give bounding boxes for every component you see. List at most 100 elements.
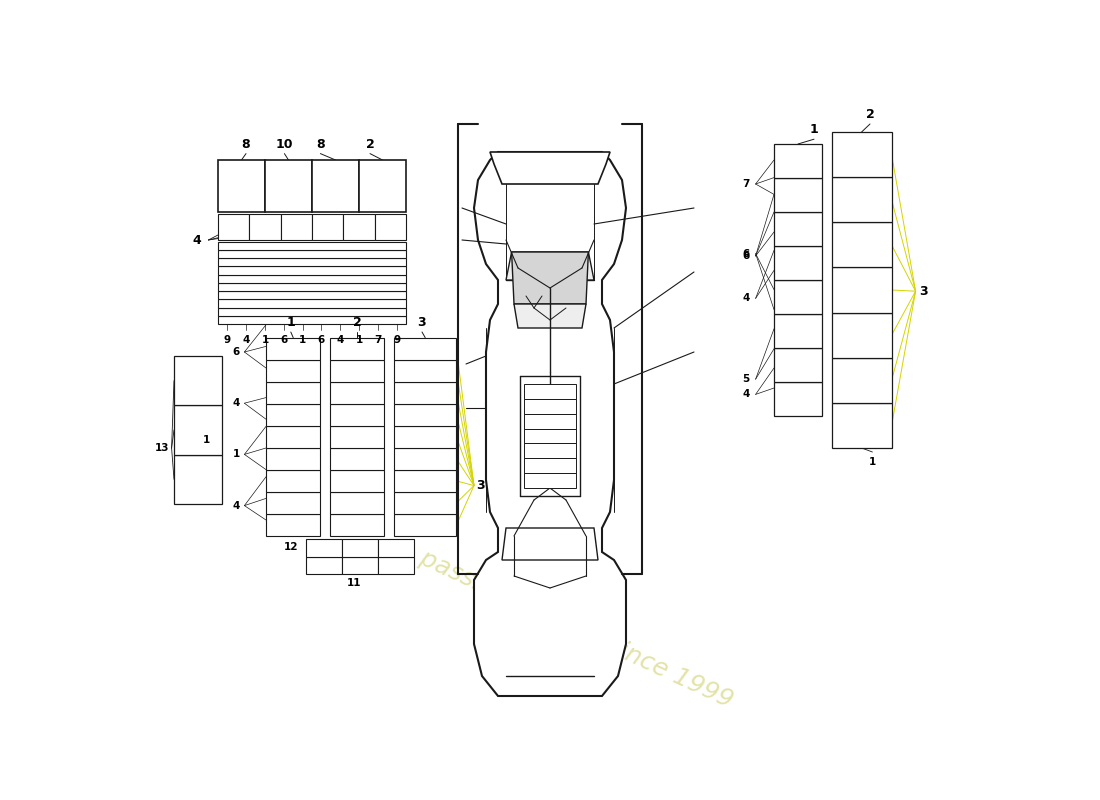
Bar [394,360,456,382]
Bar [330,338,384,360]
Bar [174,356,222,406]
Text: 4: 4 [233,501,240,510]
Text: 1: 1 [299,335,306,345]
Bar [218,291,406,299]
Bar [330,492,384,514]
Bar [394,404,456,426]
Bar [394,470,456,492]
Text: 1: 1 [202,435,210,445]
Polygon shape [490,152,610,184]
Polygon shape [512,252,588,304]
Bar [280,214,312,240]
Text: 3: 3 [476,479,485,492]
Text: 8: 8 [242,138,251,150]
Text: 7: 7 [742,179,750,189]
Text: 2: 2 [866,108,874,121]
Bar [174,406,222,454]
Bar [306,557,342,574]
Text: 5: 5 [742,374,749,384]
Bar [330,426,384,448]
Bar [832,267,892,313]
Bar [832,358,892,403]
Bar [330,470,384,492]
Bar [394,492,456,514]
Text: 2: 2 [365,138,374,150]
Bar [774,348,822,382]
Text: 9: 9 [223,335,231,345]
Polygon shape [474,152,626,696]
Bar [832,132,892,177]
Bar [218,307,406,316]
Bar [832,313,892,358]
Bar [832,403,892,448]
Bar [266,382,320,404]
Text: 10: 10 [276,138,293,150]
Bar [378,539,414,557]
Text: 6: 6 [233,347,240,357]
Bar [266,360,320,382]
Bar [394,382,456,404]
Text: 6: 6 [280,335,287,345]
Bar [312,214,343,240]
Bar [525,473,575,488]
Bar [342,539,378,557]
Bar [330,514,384,536]
Text: 6: 6 [318,335,324,345]
Polygon shape [514,304,586,328]
Bar [330,404,384,426]
Bar [265,160,312,212]
Text: 8: 8 [316,138,324,150]
Text: 4: 4 [233,398,240,408]
Bar [330,382,384,404]
Text: 1: 1 [355,335,363,345]
Bar [525,414,575,429]
Bar [250,214,280,240]
Text: 1: 1 [810,123,818,136]
Bar [774,212,822,246]
Bar [306,539,342,557]
Bar [774,280,822,314]
Bar [218,258,406,266]
Text: 11: 11 [346,578,361,588]
Bar [266,514,320,536]
Text: 4: 4 [242,335,250,345]
Bar [330,448,384,470]
Bar [525,429,575,443]
Bar [525,443,575,458]
Bar [394,514,456,536]
Bar [394,338,456,360]
Bar [218,214,250,240]
Bar [266,448,320,470]
Bar [774,246,822,280]
Bar [218,250,406,258]
Polygon shape [502,528,598,560]
Bar [343,214,375,240]
Bar [774,314,822,348]
Bar [394,426,456,448]
Bar [266,492,320,514]
Bar [774,144,822,178]
Bar [394,448,456,470]
Bar [266,404,320,426]
Bar [342,557,378,574]
Text: 2: 2 [353,316,362,329]
Bar [266,470,320,492]
Bar [774,178,822,212]
Bar [218,274,406,283]
Text: 4: 4 [192,234,201,246]
Bar [525,384,575,399]
Bar [174,454,222,504]
Bar [525,458,575,473]
Bar [832,177,892,222]
Text: 6: 6 [742,251,749,261]
Bar [330,360,384,382]
Bar [218,266,406,274]
Text: 9: 9 [393,335,400,345]
Bar [375,214,406,240]
Bar [774,382,822,416]
Text: 1: 1 [286,316,295,329]
Text: a passion for cars since 1999: a passion for cars since 1999 [395,536,737,712]
Text: 7: 7 [374,335,382,345]
Text: 1: 1 [869,457,876,466]
Bar [266,426,320,448]
